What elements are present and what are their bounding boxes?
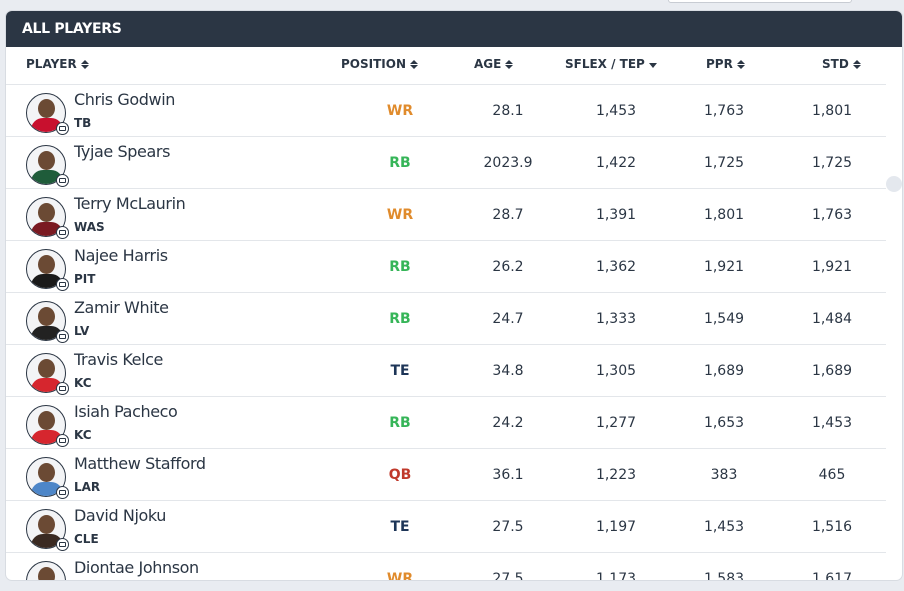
player-card-icon[interactable] xyxy=(56,382,69,395)
sort-age-button[interactable]: AGE xyxy=(474,57,514,71)
sort-std-button[interactable]: STD xyxy=(822,57,861,71)
player-name[interactable]: Diontae Johnson xyxy=(74,558,199,577)
sort-desc-icon xyxy=(648,62,657,68)
player-card-icon[interactable] xyxy=(56,538,69,551)
sort-sflex-button[interactable]: SFLEX / TEP xyxy=(565,57,657,71)
player-avatar xyxy=(26,405,66,445)
column-label-position: POSITION xyxy=(341,57,406,71)
player-card-icon[interactable] xyxy=(56,226,69,239)
sort-icon xyxy=(505,59,514,69)
sort-player-button[interactable]: PLAYER xyxy=(26,57,89,71)
column-label-age: AGE xyxy=(474,57,502,71)
player-card-icon[interactable] xyxy=(56,278,69,291)
player-name[interactable]: Matthew Stafford xyxy=(74,454,206,473)
player-name[interactable]: Travis Kelce xyxy=(74,350,163,369)
player-card-icon[interactable] xyxy=(56,174,69,187)
table-row[interactable]: Tyjae Spears RB 2023.9 1,422 1,725 1,725 xyxy=(6,137,886,189)
player-team: PIT xyxy=(74,272,96,286)
players-table-body: Chris Godwin TB WR 28.1 1,453 1,763 1,80… xyxy=(6,77,886,580)
scrollbar-thumb[interactable] xyxy=(886,176,902,192)
player-team: LV xyxy=(74,324,90,338)
player-avatar xyxy=(26,457,66,497)
player-card-icon[interactable] xyxy=(56,330,69,343)
table-row[interactable]: Najee Harris PIT RB 26.2 1,362 1,921 1,9… xyxy=(6,241,886,293)
column-label-ppr: PPR xyxy=(706,57,733,71)
jersey-shape xyxy=(31,534,63,548)
search-input[interactable] xyxy=(668,0,852,3)
panel-title: ALL PLAYERS xyxy=(6,11,902,47)
player-name[interactable]: Isiah Pacheco xyxy=(74,402,178,421)
player-name[interactable]: Zamir White xyxy=(74,298,169,317)
table-row[interactable]: Isiah Pacheco KC RB 24.2 1,277 1,653 1,4… xyxy=(6,397,886,449)
jersey-shape xyxy=(31,482,63,496)
sort-icon xyxy=(80,59,89,69)
table-row[interactable]: Terry McLaurin WAS WR 28.7 1,391 1,801 1… xyxy=(6,189,886,241)
player-name[interactable]: David Njoku xyxy=(74,506,166,525)
player-team: KC xyxy=(74,376,92,390)
table-row[interactable]: Travis Kelce KC TE 34.8 1,305 1,689 1,68… xyxy=(6,345,886,397)
jersey-shape xyxy=(31,326,63,340)
table-row[interactable]: David Njoku CLE TE 27.5 1,197 1,453 1,51… xyxy=(6,501,886,553)
player-name[interactable]: Terry McLaurin xyxy=(74,194,186,213)
table-row[interactable]: Matthew Stafford LAR QB 36.1 1,223 383 4… xyxy=(6,449,886,501)
player-avatar xyxy=(26,145,66,185)
player-name[interactable]: Najee Harris xyxy=(74,246,168,265)
player-card-icon[interactable] xyxy=(56,122,69,135)
table-row[interactable]: Diontae Johnson WR 27.5 1,173 1,583 1,61… xyxy=(6,553,886,580)
player-card-icon[interactable] xyxy=(56,486,69,499)
jersey-shape xyxy=(31,118,63,132)
table-row[interactable]: Chris Godwin TB WR 28.1 1,453 1,763 1,80… xyxy=(6,85,886,137)
player-team: CLE xyxy=(74,532,99,546)
player-card-icon[interactable] xyxy=(56,434,69,447)
sort-position-button[interactable]: POSITION xyxy=(341,57,418,71)
sort-icon xyxy=(410,59,418,69)
player-team: KC xyxy=(74,428,92,442)
player-name[interactable]: Chris Godwin xyxy=(74,90,175,109)
sort-icon xyxy=(736,59,745,69)
jersey-shape xyxy=(31,430,63,444)
table-row[interactable] xyxy=(6,77,886,85)
sort-icon xyxy=(852,59,861,69)
player-team: LAR xyxy=(74,480,101,494)
column-label-std: STD xyxy=(822,57,849,71)
table-row[interactable]: Zamir White LV RB 24.7 1,333 1,549 1,484 xyxy=(6,293,886,345)
player-avatar xyxy=(26,561,66,580)
all-players-panel: ALL PLAYERS PLAYER POSITION AGE SFLEX / … xyxy=(6,11,902,580)
player-team: TB xyxy=(74,116,92,130)
column-header-row: PLAYER POSITION AGE SFLEX / TEP PPR STD xyxy=(6,47,886,77)
player-avatar xyxy=(26,93,66,133)
jersey-shape xyxy=(31,222,63,236)
jersey-shape xyxy=(31,170,63,184)
player-team: WAS xyxy=(74,220,105,234)
column-label-player: PLAYER xyxy=(26,57,77,71)
jersey-shape xyxy=(31,274,63,288)
player-name[interactable]: Tyjae Spears xyxy=(74,142,171,161)
column-label-sflex: SFLEX / TEP xyxy=(565,57,645,71)
sort-ppr-button[interactable]: PPR xyxy=(706,57,745,71)
player-avatar xyxy=(26,249,66,289)
jersey-shape xyxy=(31,378,63,392)
